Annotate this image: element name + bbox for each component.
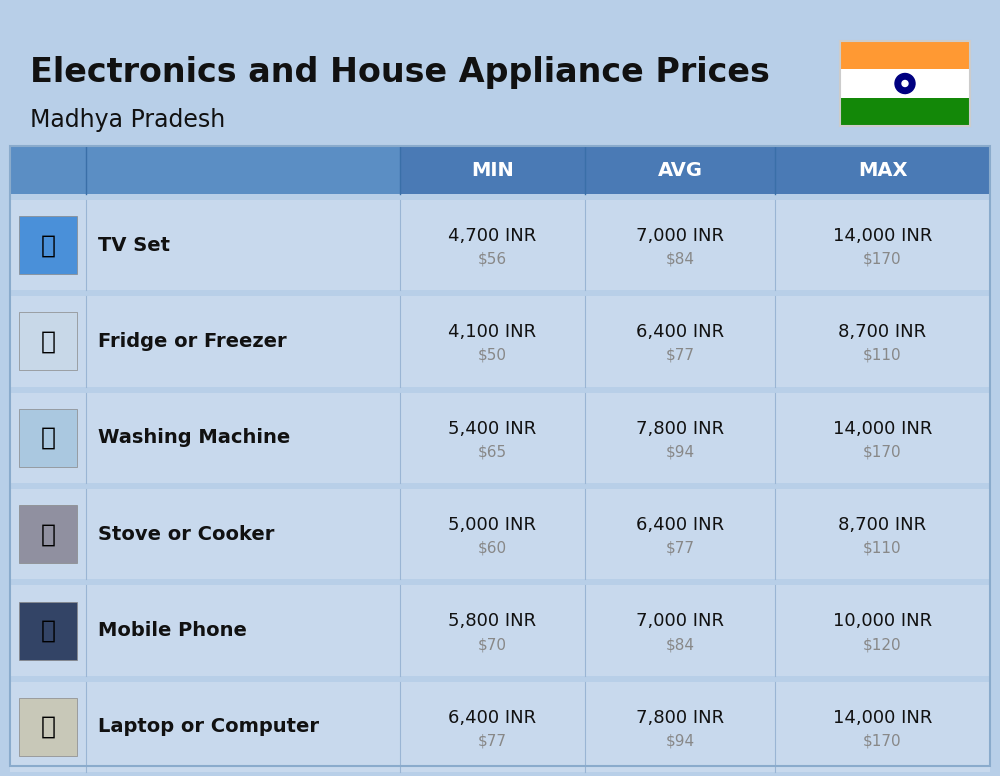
Bar bbox=[10, 580, 990, 585]
Text: $70: $70 bbox=[478, 637, 507, 652]
Text: 4,700 INR: 4,700 INR bbox=[448, 227, 537, 245]
Bar bbox=[10, 585, 990, 676]
Bar bbox=[19, 601, 77, 660]
Text: $77: $77 bbox=[478, 733, 507, 748]
Text: 6,400 INR: 6,400 INR bbox=[448, 708, 537, 727]
Text: 📺: 📺 bbox=[40, 233, 56, 257]
Text: $50: $50 bbox=[478, 348, 507, 363]
Bar bbox=[10, 393, 990, 483]
Bar bbox=[840, 69, 970, 98]
Text: 5,800 INR: 5,800 INR bbox=[448, 612, 537, 630]
Text: 4,100 INR: 4,100 INR bbox=[448, 324, 537, 341]
Bar bbox=[10, 483, 990, 489]
Bar bbox=[19, 409, 77, 467]
Bar bbox=[19, 313, 77, 370]
Text: 6,400 INR: 6,400 INR bbox=[636, 516, 724, 534]
Text: 🍳: 🍳 bbox=[40, 522, 56, 546]
Text: 🫧: 🫧 bbox=[40, 426, 56, 450]
Text: $77: $77 bbox=[666, 348, 694, 363]
Text: AVG: AVG bbox=[658, 161, 702, 179]
Text: 14,000 INR: 14,000 INR bbox=[833, 708, 932, 727]
Bar bbox=[10, 489, 990, 580]
Bar bbox=[10, 194, 990, 200]
Bar bbox=[10, 296, 990, 386]
Bar bbox=[19, 217, 77, 274]
Text: $170: $170 bbox=[863, 251, 902, 267]
Text: $120: $120 bbox=[863, 637, 902, 652]
Bar bbox=[840, 41, 970, 69]
Text: $170: $170 bbox=[863, 733, 902, 748]
Text: 14,000 INR: 14,000 INR bbox=[833, 227, 932, 245]
Text: 6,400 INR: 6,400 INR bbox=[636, 324, 724, 341]
Text: 14,000 INR: 14,000 INR bbox=[833, 420, 932, 438]
Text: $94: $94 bbox=[665, 445, 695, 459]
Text: $65: $65 bbox=[478, 445, 507, 459]
Text: $56: $56 bbox=[478, 251, 507, 267]
Text: Electronics and House Appliance Prices: Electronics and House Appliance Prices bbox=[30, 56, 770, 89]
Text: $110: $110 bbox=[863, 541, 902, 556]
Text: 7,800 INR: 7,800 INR bbox=[636, 708, 724, 727]
Text: 10,000 INR: 10,000 INR bbox=[833, 612, 932, 630]
Bar bbox=[10, 146, 400, 194]
Text: Washing Machine: Washing Machine bbox=[98, 428, 290, 447]
Text: 5,000 INR: 5,000 INR bbox=[448, 516, 536, 534]
Bar bbox=[19, 505, 77, 563]
Text: 🧊: 🧊 bbox=[40, 330, 56, 354]
Text: TV Set: TV Set bbox=[98, 236, 170, 255]
Text: 7,000 INR: 7,000 INR bbox=[636, 612, 724, 630]
Text: 7,800 INR: 7,800 INR bbox=[636, 420, 724, 438]
Bar bbox=[840, 41, 970, 126]
Text: Madhya Pradesh: Madhya Pradesh bbox=[30, 108, 225, 132]
Bar bbox=[400, 146, 990, 194]
Bar bbox=[840, 98, 970, 126]
Text: Fridge or Freezer: Fridge or Freezer bbox=[98, 332, 287, 351]
Text: 8,700 INR: 8,700 INR bbox=[838, 516, 927, 534]
Text: $60: $60 bbox=[478, 541, 507, 556]
Text: Stove or Cooker: Stove or Cooker bbox=[98, 525, 274, 544]
Bar bbox=[10, 676, 990, 681]
Text: Laptop or Computer: Laptop or Computer bbox=[98, 717, 319, 736]
Text: MIN: MIN bbox=[471, 161, 514, 179]
Bar bbox=[10, 146, 990, 766]
Text: MAX: MAX bbox=[858, 161, 907, 179]
Text: $77: $77 bbox=[666, 541, 694, 556]
Text: 💻: 💻 bbox=[40, 715, 56, 739]
Bar bbox=[10, 290, 990, 296]
Circle shape bbox=[895, 74, 915, 93]
Text: Mobile Phone: Mobile Phone bbox=[98, 621, 247, 640]
Text: 8,700 INR: 8,700 INR bbox=[838, 324, 927, 341]
Text: $94: $94 bbox=[665, 733, 695, 748]
Bar bbox=[10, 386, 990, 393]
Text: 7,000 INR: 7,000 INR bbox=[636, 227, 724, 245]
Circle shape bbox=[902, 81, 908, 86]
Text: $170: $170 bbox=[863, 445, 902, 459]
Text: $110: $110 bbox=[863, 348, 902, 363]
Text: 5,400 INR: 5,400 INR bbox=[448, 420, 537, 438]
Bar bbox=[10, 681, 990, 772]
Bar bbox=[10, 200, 990, 290]
Bar bbox=[19, 698, 77, 756]
Text: $84: $84 bbox=[666, 637, 694, 652]
Text: $84: $84 bbox=[666, 251, 694, 267]
Text: 📱: 📱 bbox=[40, 618, 56, 643]
